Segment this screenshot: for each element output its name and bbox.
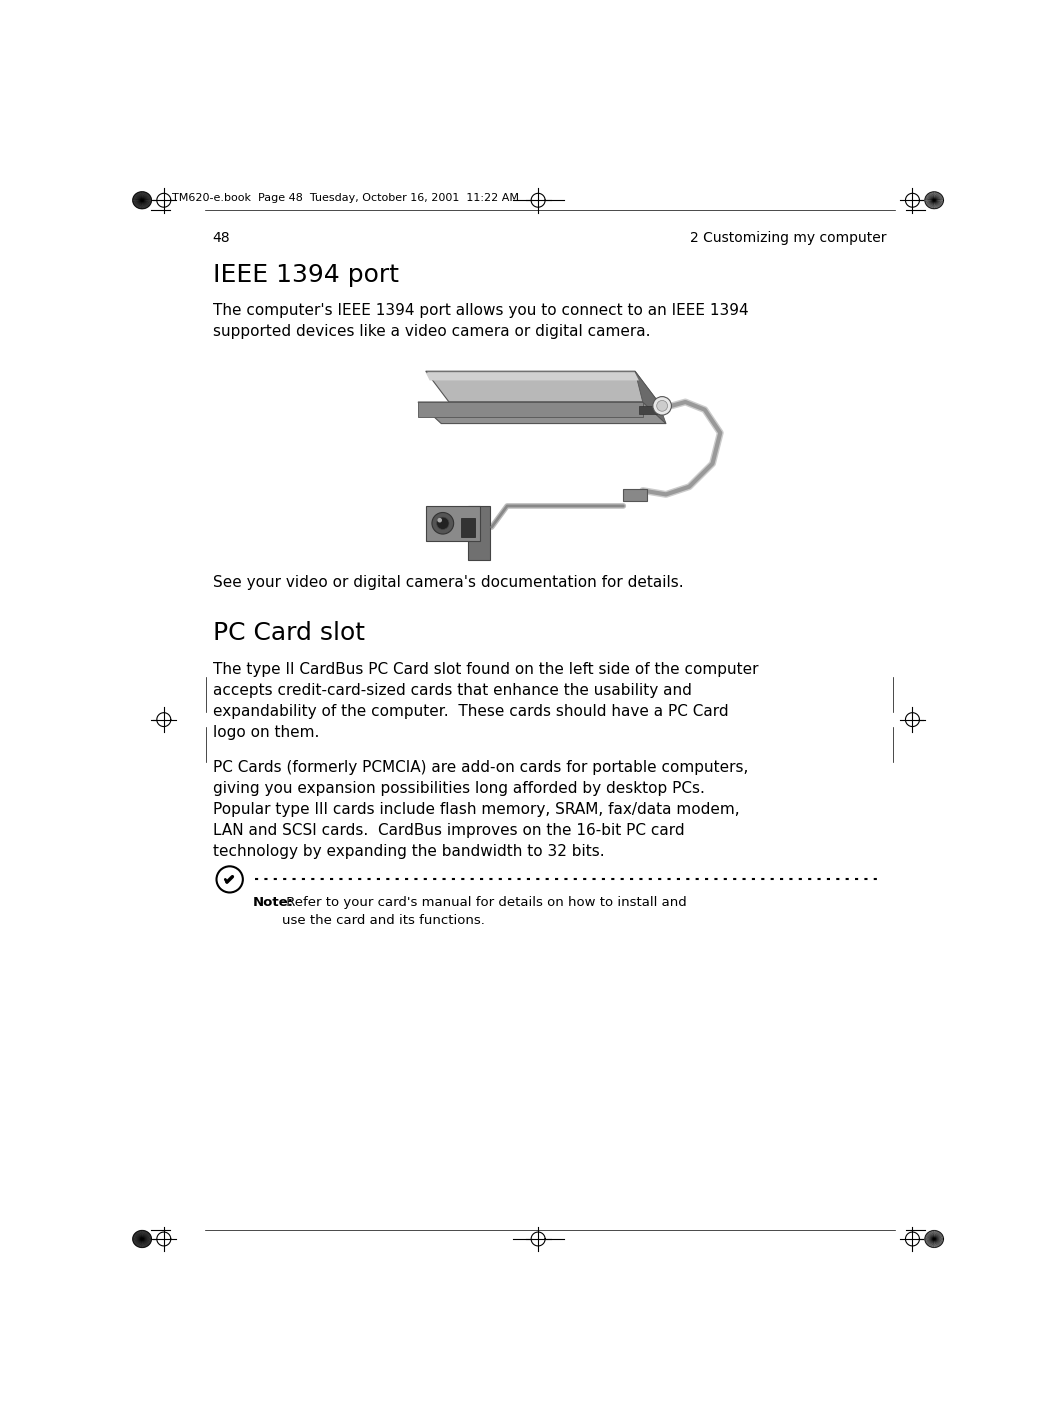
Bar xyxy=(624,489,647,500)
Text: 2 Customizing my computer: 2 Customizing my computer xyxy=(691,231,887,245)
Circle shape xyxy=(216,866,243,892)
Bar xyxy=(468,506,490,560)
Circle shape xyxy=(432,513,454,534)
Polygon shape xyxy=(132,192,151,208)
Text: The type II CardBus PC Card slot found on the left side of the computer
accepts : The type II CardBus PC Card slot found o… xyxy=(212,663,758,740)
Circle shape xyxy=(656,400,668,412)
Polygon shape xyxy=(418,402,643,418)
Circle shape xyxy=(653,396,671,415)
Polygon shape xyxy=(635,370,666,423)
Polygon shape xyxy=(418,402,666,423)
Circle shape xyxy=(438,517,442,523)
Text: See your video or digital camera's documentation for details.: See your video or digital camera's docum… xyxy=(212,576,684,590)
Text: The computer's IEEE 1394 port allows you to connect to an IEEE 1394
supported de: The computer's IEEE 1394 port allows you… xyxy=(212,304,749,339)
Polygon shape xyxy=(925,192,944,208)
Text: Refer to your card's manual for details on how to install and
use the card and i: Refer to your card's manual for details … xyxy=(281,896,687,928)
Bar xyxy=(425,506,480,540)
Bar xyxy=(638,406,660,413)
Polygon shape xyxy=(925,1231,944,1247)
Polygon shape xyxy=(132,1231,151,1247)
Text: Note:: Note: xyxy=(253,896,294,909)
Polygon shape xyxy=(425,373,638,380)
Text: PC Card slot: PC Card slot xyxy=(212,621,364,646)
Polygon shape xyxy=(425,370,658,402)
Text: IEEE 1394 port: IEEE 1394 port xyxy=(212,264,399,288)
Circle shape xyxy=(437,517,449,530)
Text: 48: 48 xyxy=(212,231,230,245)
Text: TM620-e.book  Page 48  Tuesday, October 16, 2001  11:22 AM: TM620-e.book Page 48 Tuesday, October 16… xyxy=(171,192,519,202)
Text: PC Cards (formerly PCMCIA) are add-on cards for portable computers,
giving you e: PC Cards (formerly PCMCIA) are add-on ca… xyxy=(212,760,748,859)
Bar xyxy=(461,517,475,537)
